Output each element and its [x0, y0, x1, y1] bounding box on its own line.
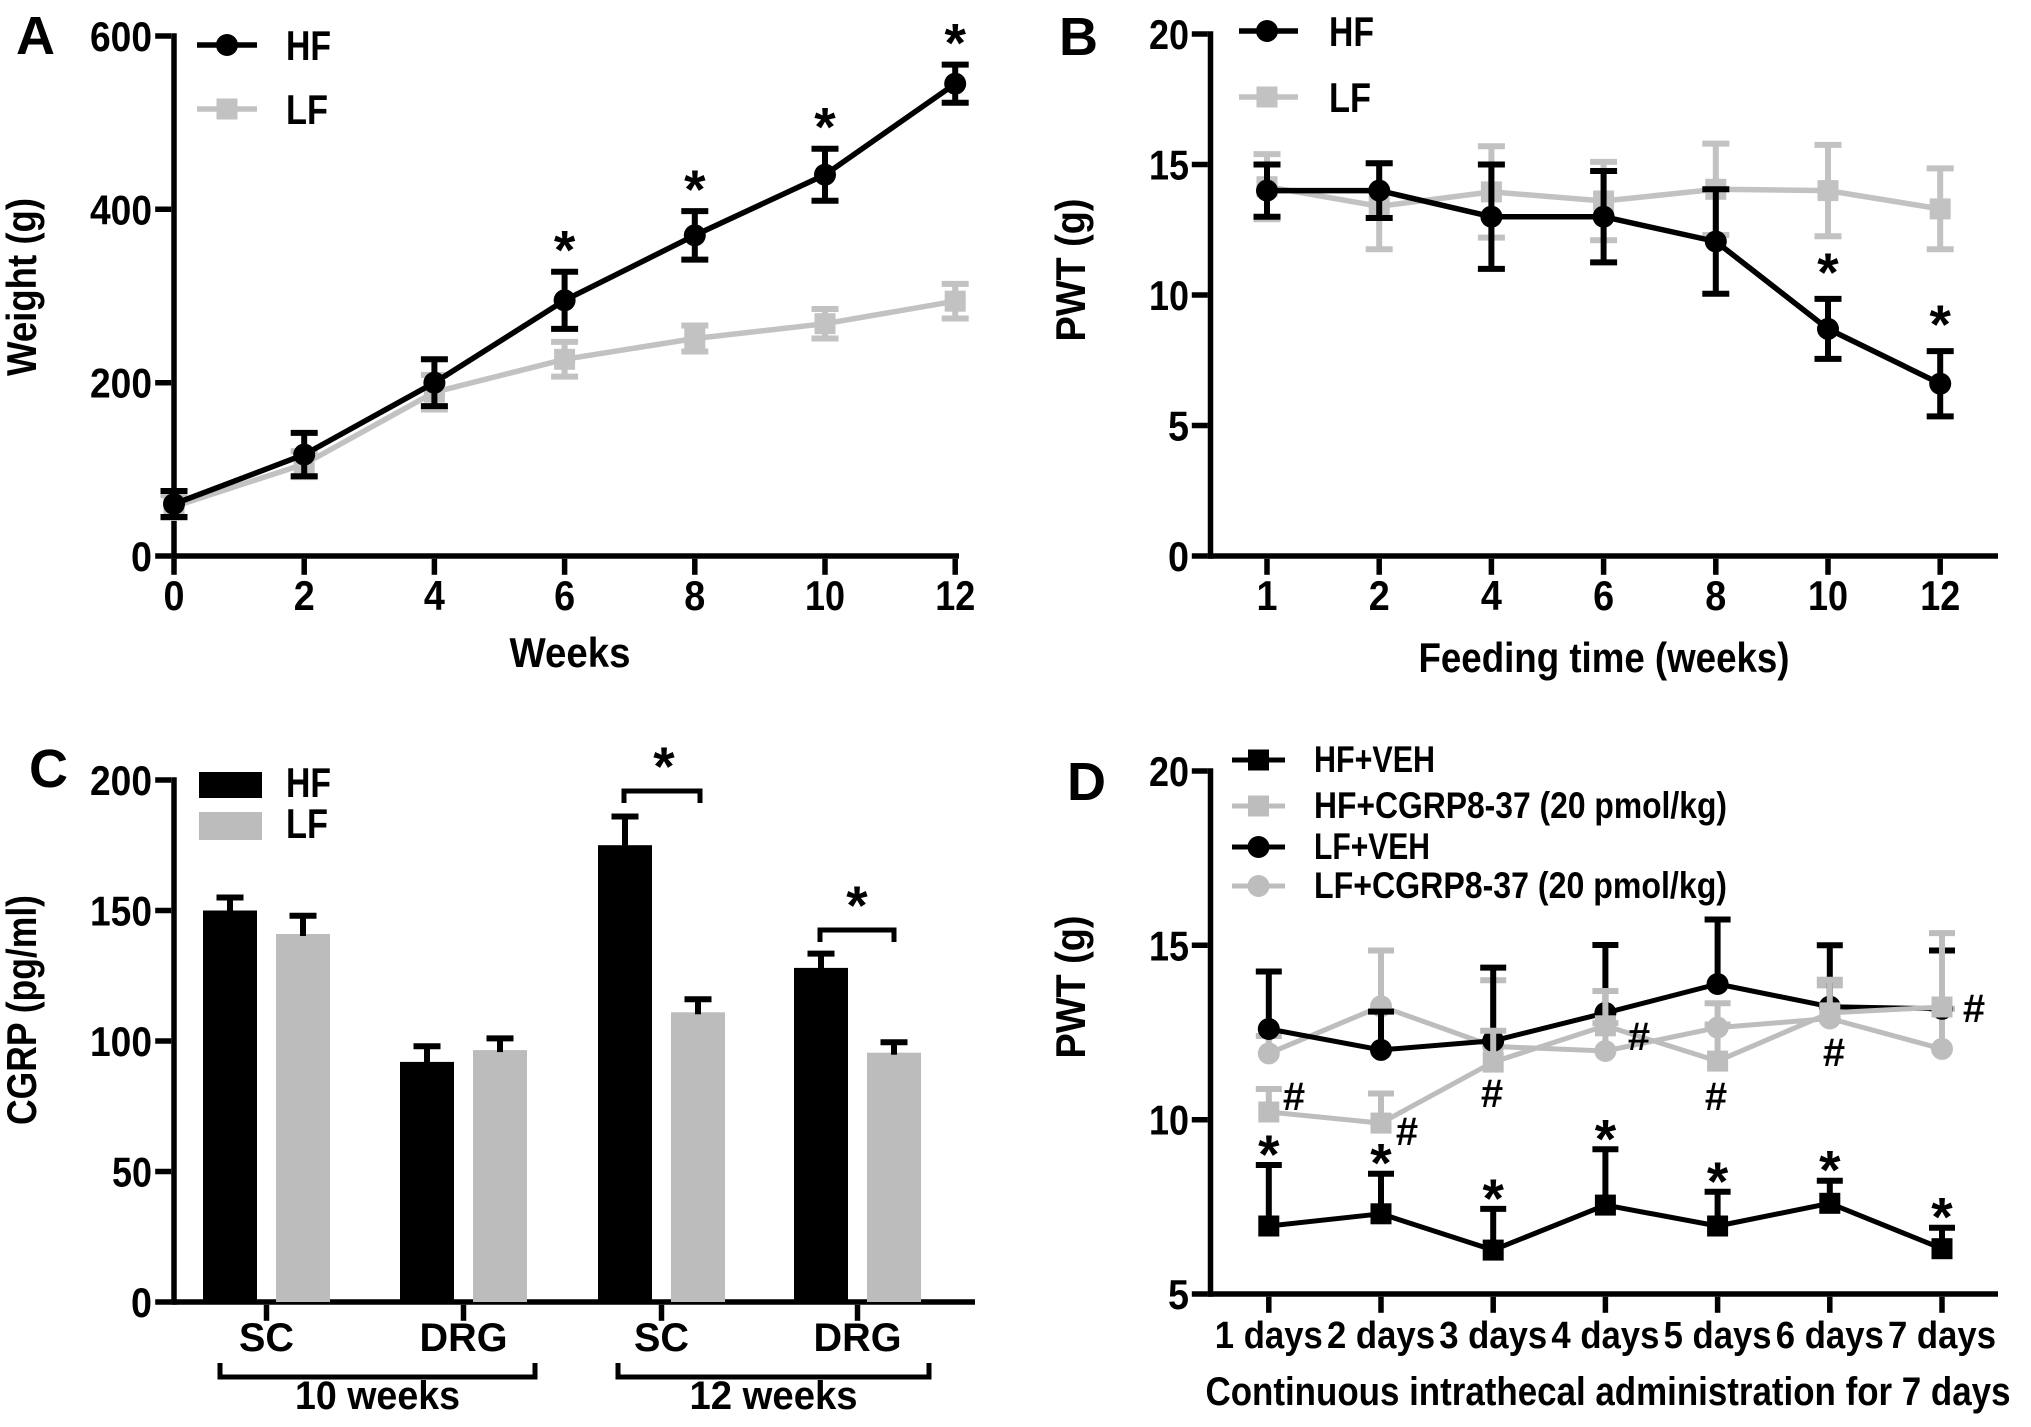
svg-text:Weight (g): Weight (g) [0, 198, 45, 376]
svg-text:HF: HF [286, 759, 331, 806]
svg-text:15: 15 [1149, 142, 1189, 189]
svg-text:PWT (g): PWT (g) [1047, 199, 1094, 342]
svg-text:12 weeks: 12 weeks [690, 1374, 858, 1418]
svg-text:SC: SC [239, 1316, 294, 1360]
svg-text:*: * [653, 735, 675, 797]
svg-text:LF+CGRP8-37 (20 pmol/kg): LF+CGRP8-37 (20 pmol/kg) [1314, 865, 1727, 906]
svg-text:B: B [1059, 7, 1098, 67]
svg-text:6: 6 [554, 572, 575, 619]
svg-text:2: 2 [294, 572, 315, 619]
svg-text:*: * [1817, 241, 1839, 303]
svg-text:*: * [684, 158, 706, 220]
svg-text:0: 0 [131, 533, 152, 580]
svg-text:1 days: 1 days [1215, 1315, 1323, 1357]
svg-text:5 days: 5 days [1664, 1315, 1772, 1357]
svg-text:20: 20 [1149, 748, 1189, 795]
svg-text:LF: LF [1329, 74, 1371, 121]
svg-text:10: 10 [805, 572, 845, 619]
svg-text:*: * [1819, 1139, 1841, 1201]
svg-text:#: # [1283, 1075, 1305, 1119]
svg-text:HF: HF [286, 22, 331, 69]
svg-text:Continuous intrathecal adminis: Continuous intrathecal administration fo… [1206, 1370, 2011, 1414]
svg-text:200: 200 [90, 757, 152, 804]
svg-text:2: 2 [1369, 572, 1390, 619]
svg-text:20: 20 [1149, 11, 1189, 58]
svg-text:HF: HF [1329, 8, 1374, 55]
svg-text:*: * [944, 12, 966, 74]
svg-text:HF+VEH: HF+VEH [1314, 739, 1435, 780]
svg-text:DRG: DRG [420, 1316, 508, 1360]
svg-text:#: # [1705, 1075, 1727, 1119]
svg-text:SC: SC [634, 1316, 689, 1360]
svg-text:12: 12 [935, 572, 975, 619]
svg-text:0: 0 [1168, 533, 1189, 580]
svg-text:8: 8 [684, 572, 705, 619]
svg-text:#: # [1823, 1031, 1845, 1075]
svg-text:10: 10 [1149, 272, 1189, 319]
svg-text:C: C [29, 739, 68, 799]
svg-text:400: 400 [90, 186, 152, 233]
svg-text:LF: LF [286, 86, 328, 133]
svg-text:6 days: 6 days [1776, 1315, 1884, 1357]
svg-text:*: * [1931, 1186, 1953, 1248]
svg-text:0: 0 [164, 572, 185, 619]
svg-text:*: * [1370, 1132, 1392, 1194]
svg-text:*: * [1595, 1107, 1617, 1169]
svg-text:600: 600 [90, 13, 152, 60]
svg-text:0: 0 [131, 1279, 152, 1326]
svg-text:*: * [1482, 1167, 1504, 1229]
svg-text:5: 5 [1168, 403, 1189, 450]
svg-text:*: * [846, 874, 868, 936]
svg-text:200: 200 [90, 360, 152, 407]
svg-text:A: A [16, 6, 55, 66]
svg-text:LF: LF [286, 800, 328, 847]
svg-text:Feeding time (weeks): Feeding time (weeks) [1419, 634, 1790, 681]
svg-text:*: * [554, 219, 576, 281]
svg-text:15: 15 [1149, 922, 1189, 969]
svg-text:8: 8 [1705, 572, 1726, 619]
svg-text:5: 5 [1168, 1271, 1189, 1318]
svg-text:4: 4 [1481, 572, 1503, 619]
svg-text:2 days: 2 days [1327, 1315, 1435, 1357]
svg-text:12: 12 [1920, 572, 1960, 619]
svg-text:#: # [1628, 1015, 1650, 1059]
svg-text:*: * [1707, 1150, 1729, 1212]
svg-text:*: * [1929, 293, 1951, 355]
svg-text:HF+CGRP8-37 (20 pmol/kg): HF+CGRP8-37 (20 pmol/kg) [1314, 785, 1727, 826]
svg-text:10: 10 [1149, 1097, 1189, 1144]
svg-text:CGRP (pg/ml): CGRP (pg/ml) [0, 895, 45, 1125]
svg-text:#: # [1396, 1110, 1418, 1154]
svg-text:D: D [1067, 752, 1106, 812]
svg-text:10: 10 [1808, 572, 1848, 619]
svg-text:6: 6 [1593, 572, 1614, 619]
svg-text:1: 1 [1257, 572, 1278, 619]
svg-text:LF+VEH: LF+VEH [1314, 826, 1430, 867]
svg-text:3 days: 3 days [1439, 1315, 1547, 1357]
svg-text:7 days: 7 days [1888, 1315, 1996, 1357]
svg-text:*: * [1258, 1123, 1280, 1185]
svg-text:Weeks: Weeks [510, 629, 631, 676]
svg-text:150: 150 [90, 888, 152, 935]
svg-text:#: # [1481, 1072, 1503, 1116]
svg-text:*: * [814, 96, 836, 158]
svg-text:50: 50 [112, 1149, 152, 1196]
svg-text:DRG: DRG [814, 1316, 902, 1360]
svg-text:PWT (g): PWT (g) [1047, 916, 1094, 1059]
svg-text:4 days: 4 days [1551, 1315, 1659, 1357]
svg-text:#: # [1963, 987, 1985, 1031]
svg-text:100: 100 [90, 1018, 152, 1065]
svg-text:10 weeks: 10 weeks [295, 1374, 460, 1418]
svg-text:4: 4 [424, 572, 446, 619]
